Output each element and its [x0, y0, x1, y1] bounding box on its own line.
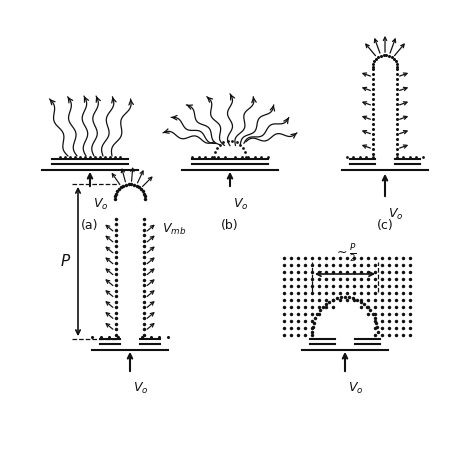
Text: $V_o$: $V_o$ [388, 207, 403, 222]
Text: $V_o$: $V_o$ [233, 197, 248, 212]
Text: P: P [61, 254, 70, 269]
Text: $\sim \frac{P}{2}$: $\sim \frac{P}{2}$ [334, 242, 356, 264]
Text: (c): (c) [377, 219, 393, 232]
Text: $V_o$: $V_o$ [133, 381, 148, 396]
Text: (a): (a) [81, 219, 99, 232]
Text: $V_o$: $V_o$ [348, 381, 364, 396]
Text: $V_o$: $V_o$ [93, 197, 109, 212]
Text: (b): (b) [221, 219, 239, 232]
Text: $V_{mb}$: $V_{mb}$ [162, 221, 186, 237]
